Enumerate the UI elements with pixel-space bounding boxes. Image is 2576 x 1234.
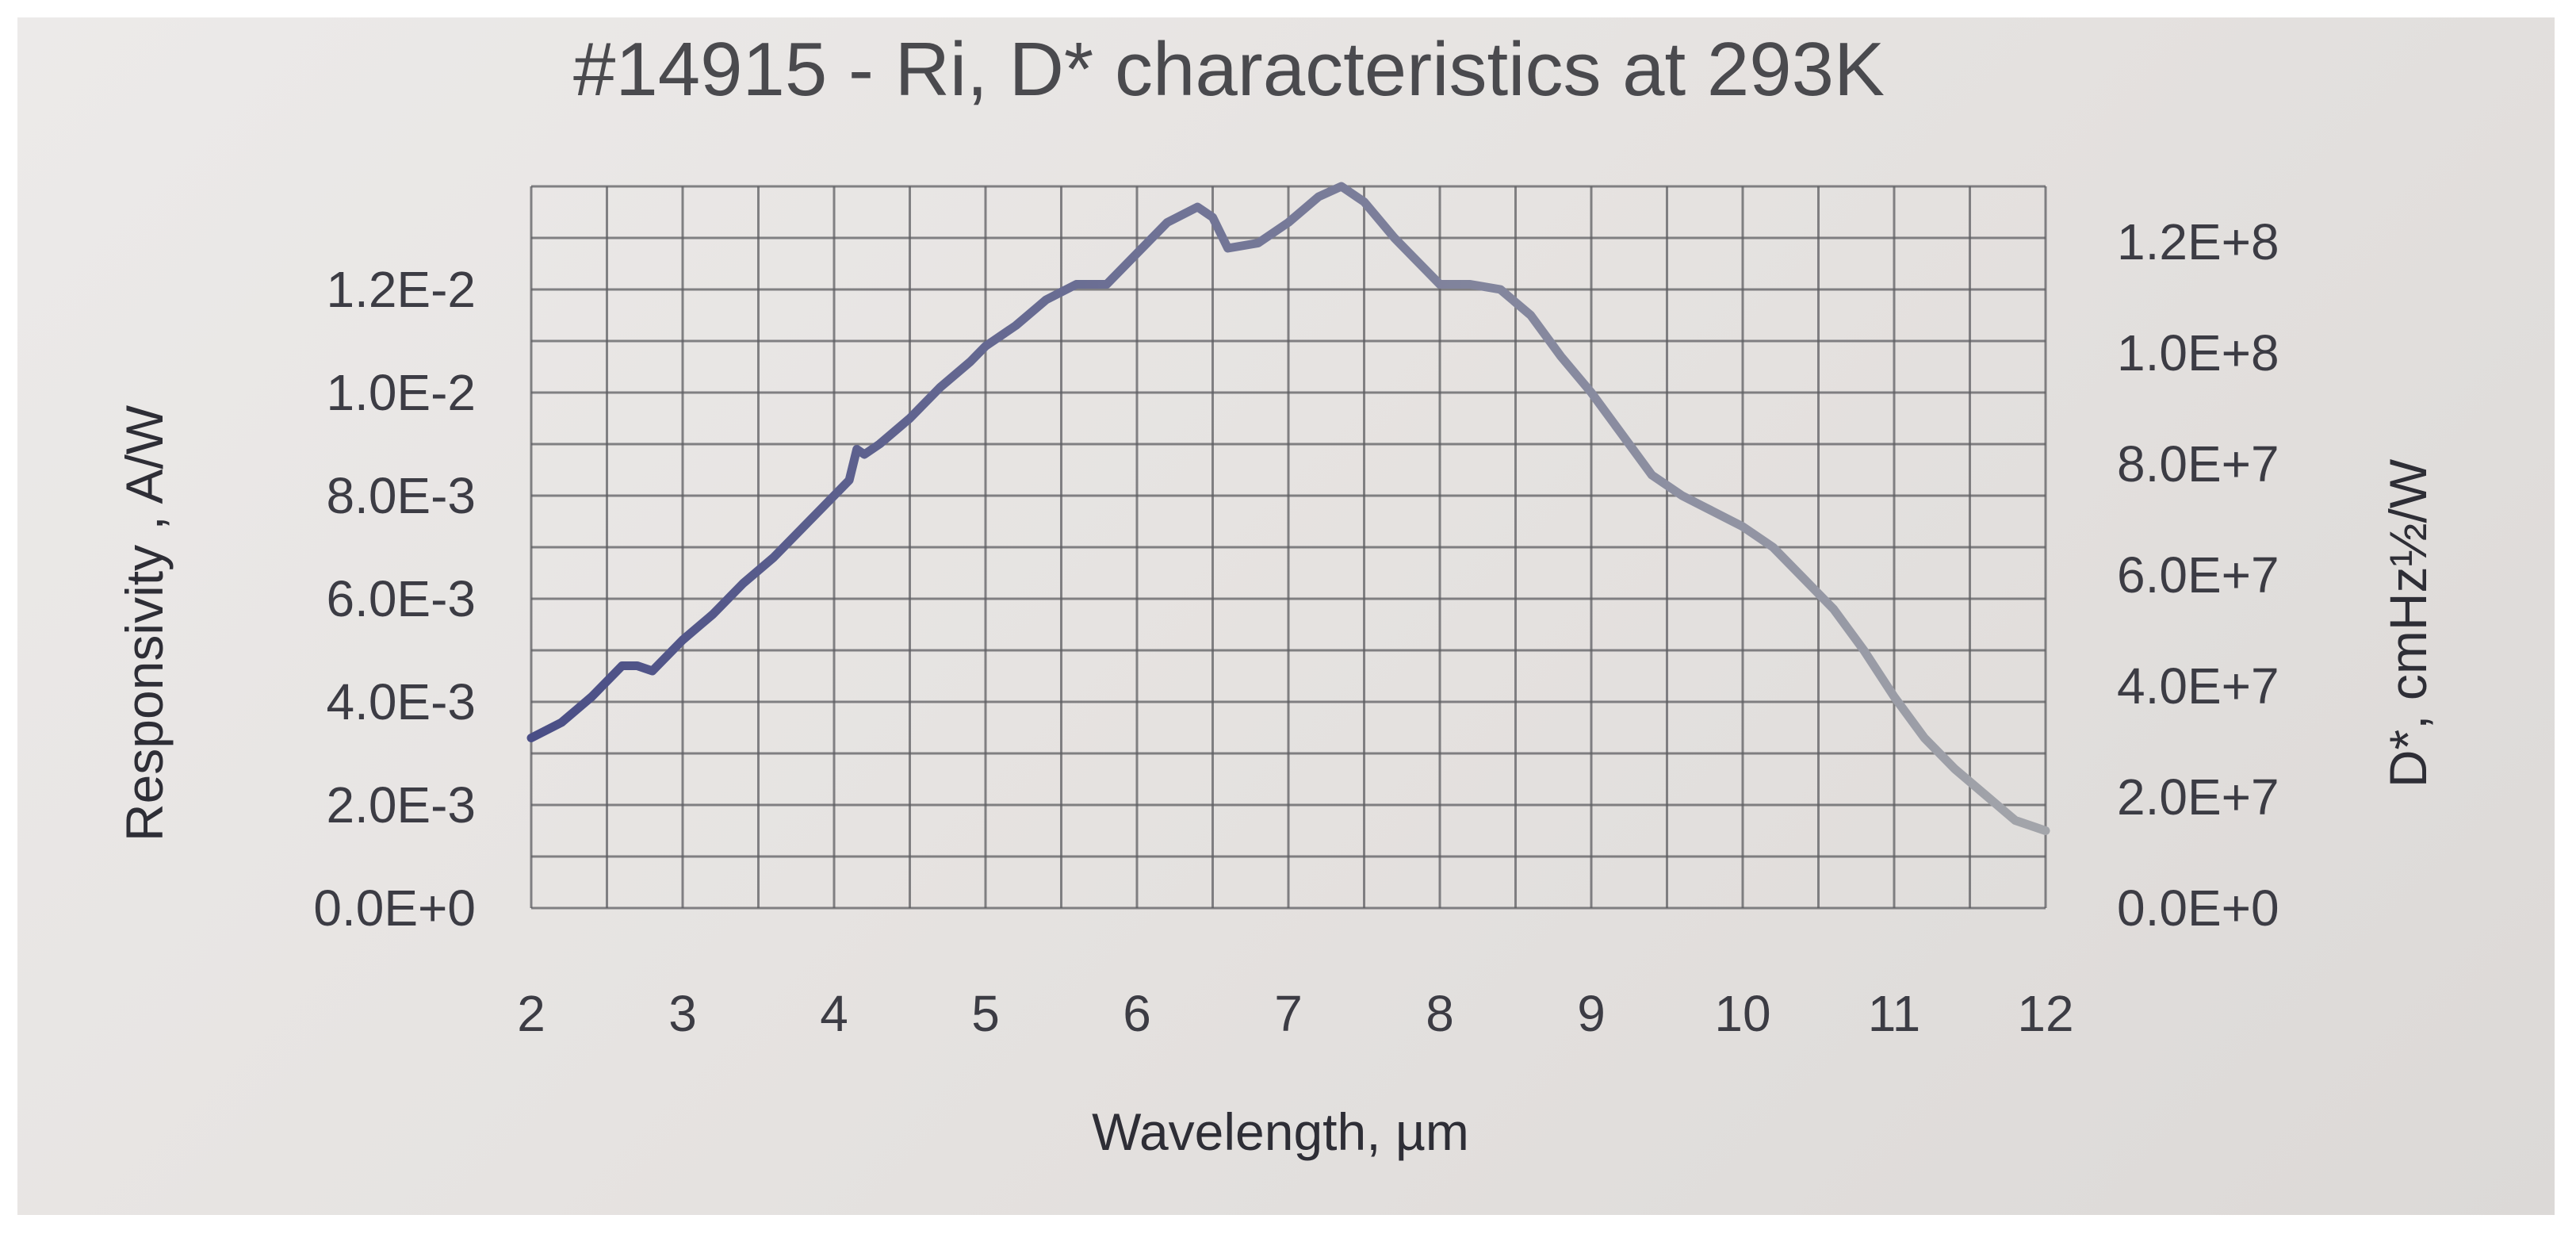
y2-tick-label: 0.0E+0 <box>2117 880 2279 937</box>
y2-tick-label: 1.2E+8 <box>2117 213 2279 270</box>
y-tick-label: 2.0E-3 <box>326 776 476 834</box>
y2-tick-label: 1.0E+8 <box>2117 324 2279 381</box>
y2-tick-label: 4.0E+7 <box>2117 657 2279 715</box>
x-tick-label: 8 <box>1426 985 1454 1042</box>
y-axis-label: Responsivity , A/W <box>115 404 174 841</box>
y2-tick-label: 2.0E+7 <box>2117 768 2279 826</box>
series-line <box>526 182 2050 835</box>
y-tick-label: 1.2E-2 <box>326 261 476 318</box>
x-tick-label: 5 <box>971 985 1000 1042</box>
x-tick-label: 4 <box>820 985 848 1042</box>
y2-axis-ticks: 0.0E+0 2.0E+7 4.0E+7 6.0E+7 8.0E+7 1.0E+8 1.2E… <box>2117 213 2279 937</box>
x-tick-label: 3 <box>668 985 697 1042</box>
x-tick-label: 6 <box>1123 985 1151 1042</box>
y-tick-label: 6.0E-3 <box>326 570 476 627</box>
y-axis-ticks: 0.0E+0 2.0E-3 4.0E-3 6.0E-3 8.0E-3 1.0E-2 1.2E… <box>313 261 476 937</box>
x-axis-ticks: 2 3 4 5 6 7 8 9 10 11 12 <box>517 985 2073 1042</box>
y-tick-label: 8.0E-3 <box>326 467 476 524</box>
y-tick-label: 4.0E-3 <box>326 673 476 730</box>
chart-photo <box>17 17 2555 1215</box>
x-tick-label: 7 <box>1274 985 1303 1042</box>
x-tick-label: 12 <box>2017 985 2073 1042</box>
y2-axis-label: D*, cmHz½/W <box>2379 458 2437 788</box>
y2-tick-label: 6.0E+7 <box>2117 546 2279 604</box>
x-tick-label: 10 <box>1714 985 1770 1042</box>
chart-title: #14915 - Ri, D* characteristics at 293K <box>573 27 1885 112</box>
x-tick-label: 2 <box>517 985 545 1042</box>
y-tick-label: 0.0E+0 <box>313 880 476 937</box>
x-tick-label: 11 <box>1868 985 1920 1042</box>
y2-tick-label: 8.0E+7 <box>2117 435 2279 492</box>
grid <box>530 185 2047 910</box>
x-axis-label: Wavelength, µm <box>1092 1102 1469 1161</box>
x-tick-label: 9 <box>1577 985 1606 1042</box>
series-group <box>526 182 2050 835</box>
y-tick-label: 1.0E-2 <box>326 364 476 421</box>
